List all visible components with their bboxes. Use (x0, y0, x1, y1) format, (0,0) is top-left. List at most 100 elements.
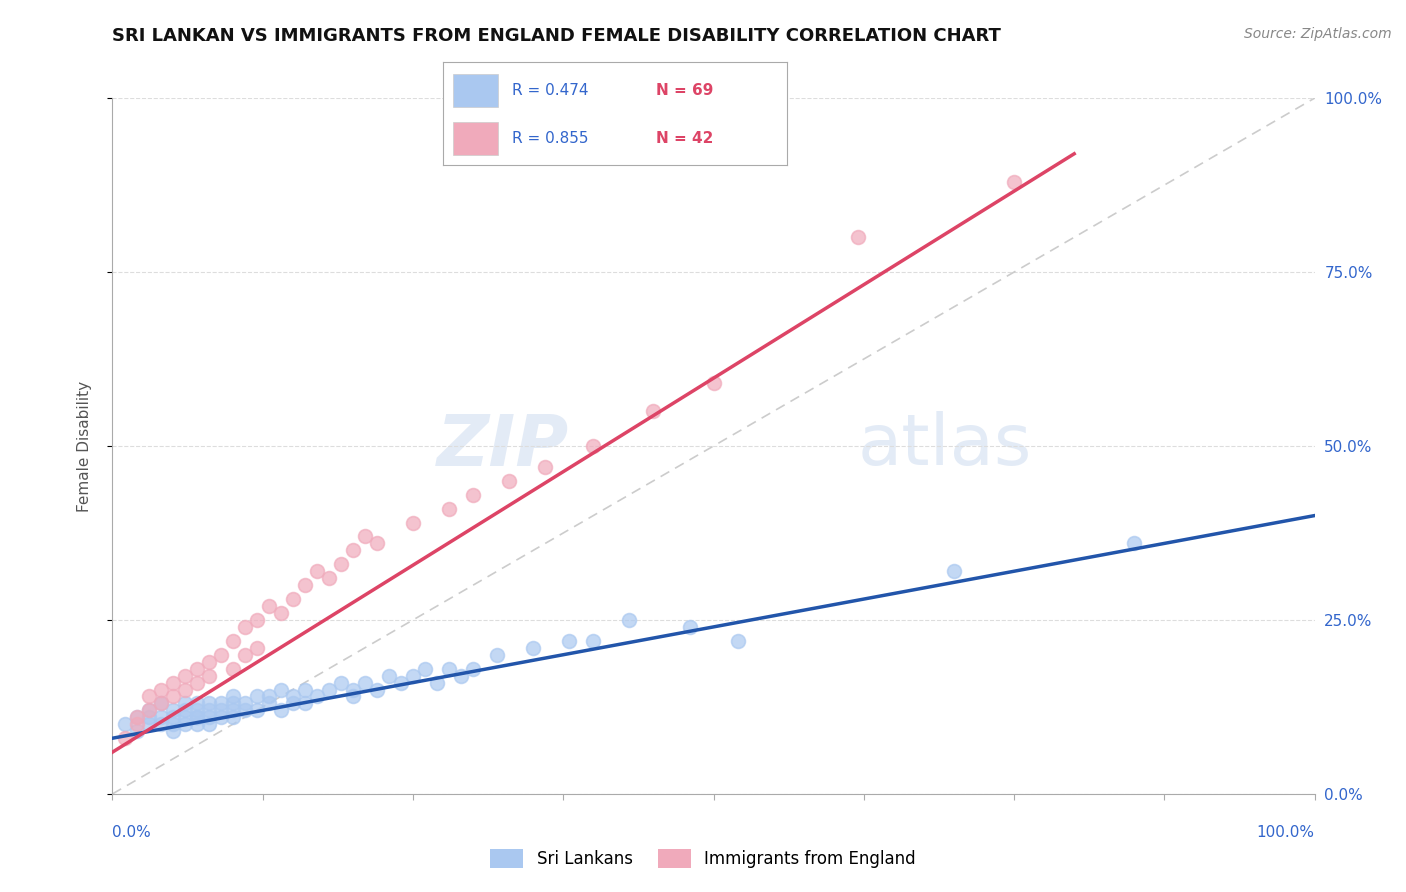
Point (437, 501, 460, 516)
Text: SRI LANKAN VS IMMIGRANTS FROM ENGLAND FEMALE DISABILITY CORRELATION CHART: SRI LANKAN VS IMMIGRANTS FROM ENGLAND FE… (112, 27, 1001, 45)
Point (342, 682, 364, 697)
Point (197, 710, 219, 724)
Point (209, 703, 232, 717)
Point (186, 675, 208, 690)
Point (125, 710, 148, 724)
Point (186, 662, 208, 676)
Point (257, 697, 280, 711)
Text: ZIP: ZIP (437, 411, 569, 481)
Point (149, 710, 172, 724)
Point (138, 690, 160, 704)
Point (209, 710, 232, 724)
Point (209, 697, 232, 711)
Text: R = 0.855: R = 0.855 (512, 131, 588, 146)
Point (173, 703, 195, 717)
Point (149, 697, 172, 711)
Point (846, 230, 869, 244)
Point (222, 662, 245, 676)
Point (318, 682, 340, 697)
Point (270, 682, 292, 697)
Point (281, 697, 304, 711)
Point (486, 648, 509, 662)
Point (522, 640, 544, 655)
Point (197, 717, 219, 731)
Point (173, 682, 195, 697)
Text: N = 42: N = 42 (657, 131, 714, 146)
Point (197, 655, 219, 669)
Text: 100.0%: 100.0% (1257, 825, 1315, 840)
Point (294, 578, 316, 592)
Point (329, 675, 352, 690)
Point (246, 613, 269, 627)
Point (437, 662, 460, 676)
Point (149, 682, 172, 697)
FancyBboxPatch shape (453, 74, 498, 106)
Point (138, 710, 160, 724)
Point (450, 668, 472, 682)
Point (257, 599, 280, 613)
Point (281, 592, 304, 607)
Point (318, 571, 340, 585)
Point (173, 668, 195, 682)
Text: R = 0.474: R = 0.474 (512, 83, 588, 97)
FancyBboxPatch shape (453, 122, 498, 155)
Point (162, 690, 184, 704)
Point (162, 703, 184, 717)
Point (281, 690, 304, 704)
Point (619, 613, 641, 627)
Point (461, 488, 484, 502)
Text: atlas: atlas (858, 411, 1032, 481)
Point (162, 724, 184, 739)
Text: N = 69: N = 69 (657, 83, 714, 97)
Point (162, 717, 184, 731)
Point (125, 717, 148, 731)
Point (942, 564, 965, 578)
Point (342, 690, 364, 704)
Point (246, 690, 269, 704)
Point (233, 620, 256, 634)
Text: 0.0%: 0.0% (112, 825, 152, 840)
Point (173, 697, 195, 711)
Point (413, 662, 436, 676)
Point (138, 703, 160, 717)
Point (366, 682, 388, 697)
Point (233, 703, 256, 717)
Point (426, 675, 449, 690)
Point (138, 717, 160, 731)
Point (197, 703, 219, 717)
Point (270, 703, 292, 717)
Point (222, 690, 245, 704)
Point (366, 536, 388, 550)
Point (246, 703, 269, 717)
Point (342, 543, 364, 558)
Point (114, 717, 136, 731)
Point (222, 710, 245, 724)
Point (727, 633, 749, 648)
Point (222, 703, 245, 717)
Point (162, 675, 184, 690)
Point (294, 682, 316, 697)
Point (186, 717, 208, 731)
Point (305, 564, 328, 578)
Point (125, 710, 148, 724)
Point (305, 690, 328, 704)
Point (389, 675, 412, 690)
Point (582, 633, 605, 648)
Point (233, 648, 256, 662)
Point (294, 697, 316, 711)
Point (354, 529, 377, 543)
Point (138, 703, 160, 717)
Point (186, 697, 208, 711)
Point (643, 404, 665, 418)
Point (270, 606, 292, 620)
Point (702, 376, 725, 391)
Point (1123, 536, 1146, 550)
Point (186, 710, 208, 724)
Point (209, 648, 232, 662)
Point (173, 710, 195, 724)
Point (173, 717, 195, 731)
Point (498, 474, 520, 488)
Point (222, 633, 245, 648)
Point (329, 558, 352, 572)
Point (461, 662, 484, 676)
